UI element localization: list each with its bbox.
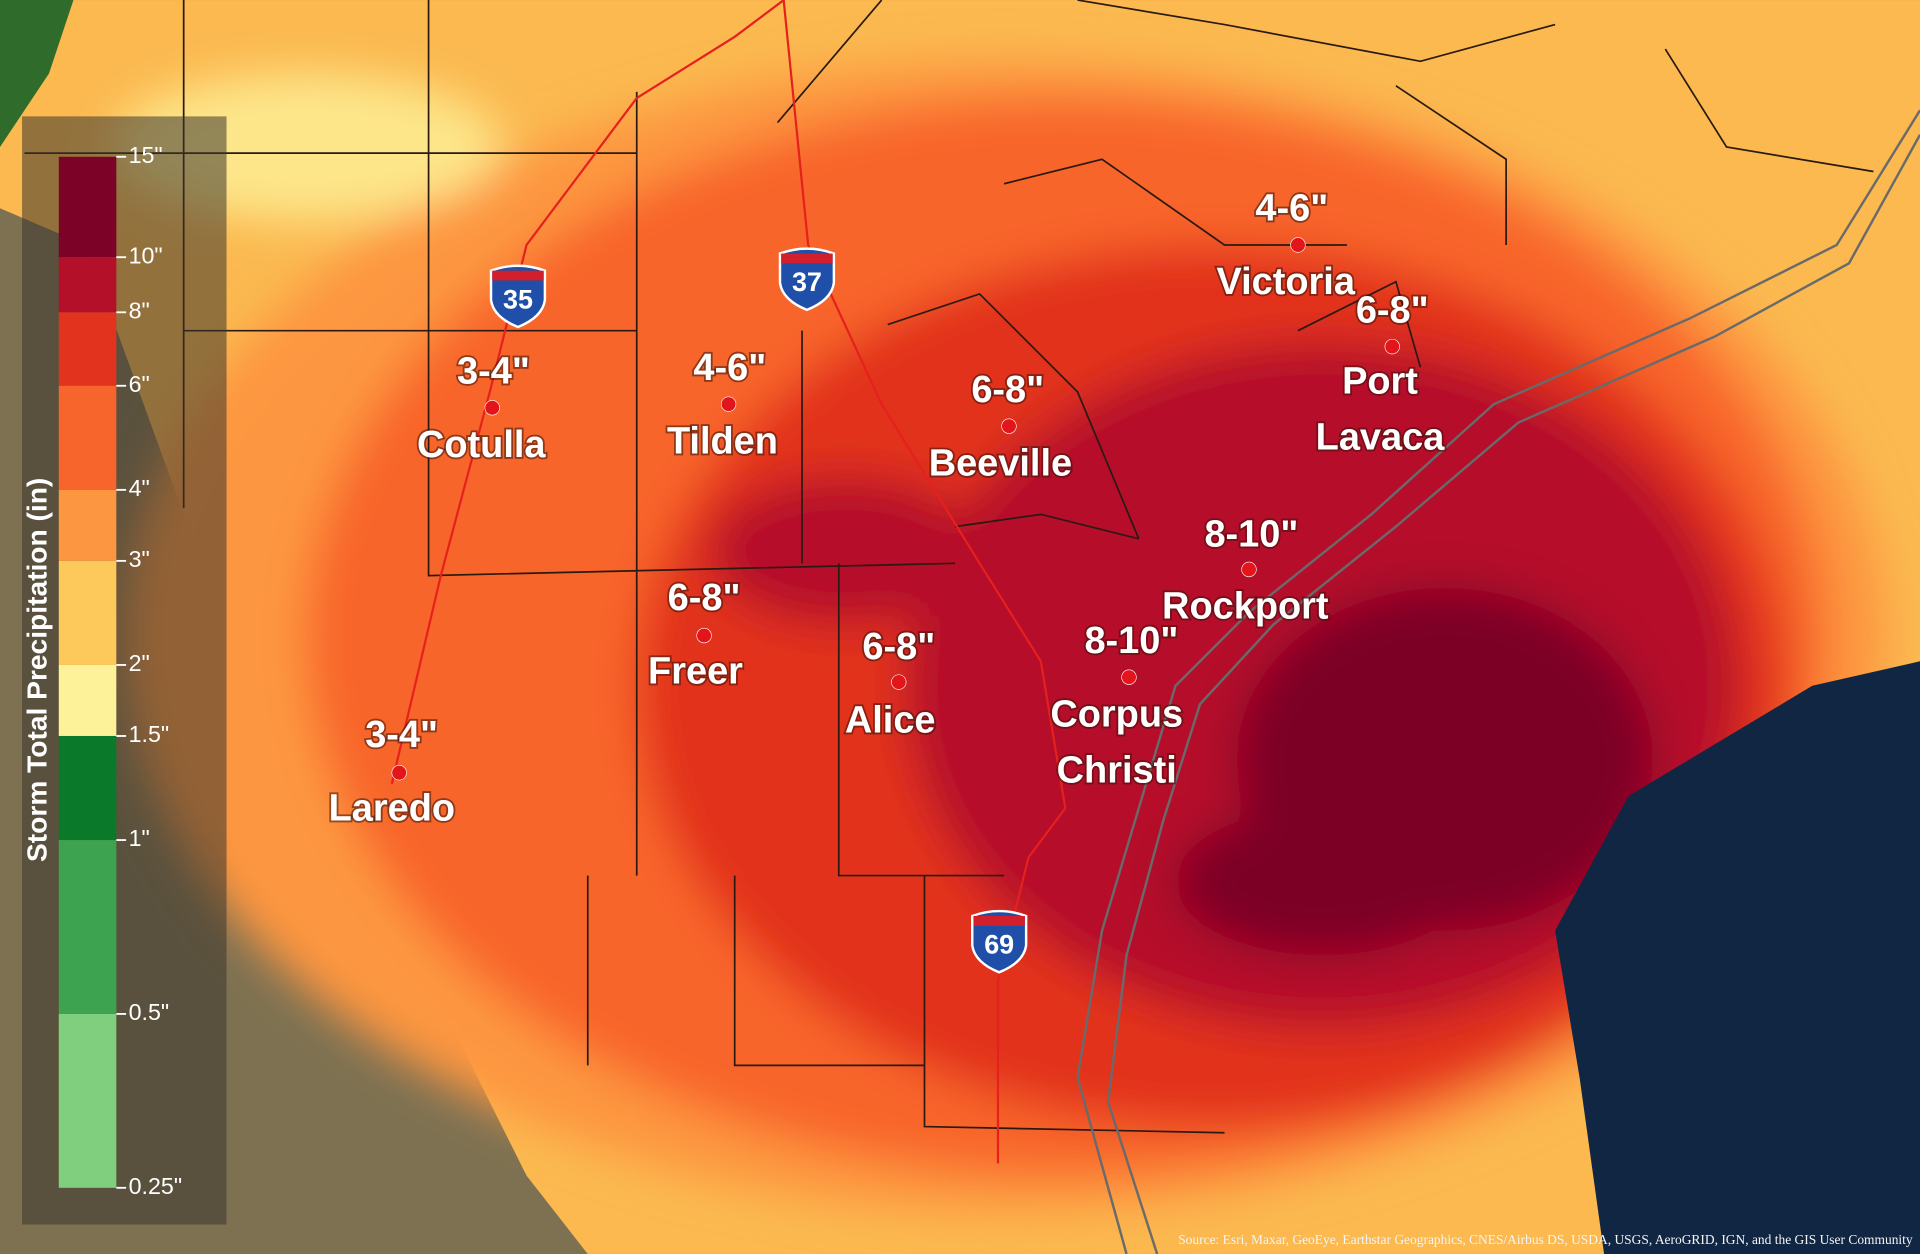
legend-swatch: [58, 156, 117, 258]
city-name: Christi: [1057, 750, 1177, 792]
rain-amount: 4-6": [1255, 188, 1328, 230]
city-name: Corpus: [1050, 693, 1183, 735]
coast: [1076, 109, 1920, 1254]
city-dot: [1001, 418, 1017, 434]
city-dot: [1384, 338, 1400, 355]
highway-shields: 35 37 69: [489, 247, 1028, 974]
legend-label: 15": [129, 142, 163, 168]
shield-top: [973, 915, 1025, 926]
legend-label: 10": [129, 242, 163, 268]
city-name: Tilden: [667, 420, 778, 462]
shield: [489, 264, 547, 329]
shield: [778, 247, 836, 312]
city-name: Lavaca: [1316, 417, 1446, 459]
legend-swatch: [58, 385, 117, 490]
city-dot: [720, 396, 737, 412]
rain-amount: 6-8": [1356, 289, 1429, 331]
rain-amount: 8-10": [1084, 620, 1178, 662]
source-credit: Source: Esri, Maxar, GeoEye, Earthstar G…: [1178, 1232, 1913, 1247]
city-name: Alice: [845, 700, 936, 742]
legend-label: 8": [129, 297, 150, 323]
shield-top: [492, 270, 544, 281]
legend-swatch: [58, 735, 117, 841]
city-name: Port: [1342, 360, 1418, 402]
legend-label: 1": [129, 825, 150, 851]
city-name: Victoria: [1216, 261, 1355, 303]
legend-swatch: [58, 840, 117, 1014]
city-dot: [696, 627, 712, 644]
city-dot: [1121, 669, 1137, 685]
legend-label: 3": [129, 546, 150, 572]
legend-label: 1.5": [129, 721, 170, 747]
rain-amount: 6-8": [668, 577, 741, 619]
legend-label: 4": [129, 475, 150, 501]
legend-swatch: [58, 1013, 117, 1188]
city-dot: [1241, 561, 1257, 578]
legend-swatch: [58, 664, 117, 736]
legend-swatch: [58, 257, 117, 313]
legend: Storm Total Precipitation (in) 15" 10" 8" 6…: [22, 116, 227, 1225]
shield-number: 69: [984, 930, 1014, 960]
legend-swatch: [58, 560, 117, 665]
city-name: Cotulla: [417, 424, 546, 466]
shield-top: [781, 253, 833, 264]
city-dot: [891, 674, 907, 690]
legend-swatch: [58, 312, 117, 386]
rain-amount: 8-10": [1204, 513, 1298, 555]
rain-amount: 6-8": [971, 369, 1044, 411]
legend-label: 0.5": [129, 999, 170, 1025]
city-name: Beeville: [929, 442, 1072, 484]
shield: [971, 909, 1028, 974]
rain-amount: 6-8": [862, 626, 935, 668]
city-name: Laredo: [329, 788, 455, 830]
legend-label: 2": [129, 650, 150, 676]
rain-amount: 4-6": [693, 347, 766, 389]
rain-amount: 3-4": [457, 351, 530, 393]
rain-amount: 3-4": [365, 714, 438, 756]
city-name: Freer: [648, 651, 743, 693]
legend-label: 6": [129, 371, 150, 397]
city-dot: [484, 400, 500, 416]
legend-bar: 15" 10" 8" 6" 4" 3" 2" 1.5" 1" 0.5" 0.25": [58, 142, 183, 1199]
city-dot: [1290, 237, 1306, 253]
shield-number: 35: [503, 284, 533, 314]
legend-label: 0.25": [129, 1173, 183, 1199]
legend-panel: [22, 116, 227, 1225]
cities: 4-6"Victoria6-8"PortLavaca3-4"Cotulla4-6…: [327, 186, 1447, 832]
city-dot: [391, 765, 407, 781]
city-name: Rockport: [1162, 586, 1329, 628]
legend-swatch: [58, 489, 117, 561]
legend-title: Storm Total Precipitation (in): [22, 478, 53, 862]
shield-number: 37: [792, 267, 822, 297]
